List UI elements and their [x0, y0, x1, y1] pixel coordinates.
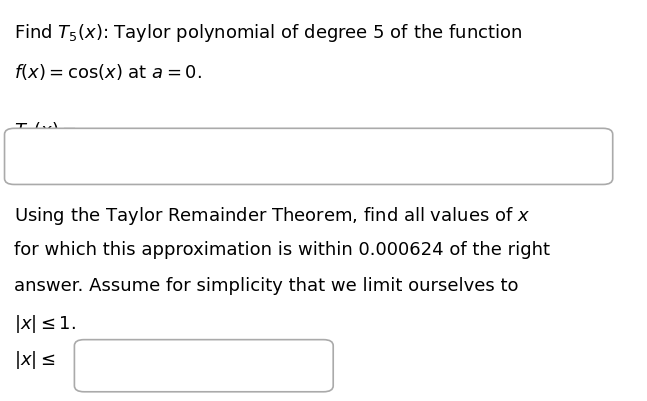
Text: $|x| \leq$: $|x| \leq$: [14, 349, 56, 371]
FancyBboxPatch shape: [74, 340, 333, 392]
Text: Using the Taylor Remainder Theorem, find all values of $x$: Using the Taylor Remainder Theorem, find…: [14, 205, 531, 227]
Text: answer. Assume for simplicity that we limit ourselves to: answer. Assume for simplicity that we li…: [14, 277, 519, 295]
Text: $|x| \leq 1.$: $|x| \leq 1.$: [14, 313, 76, 335]
FancyBboxPatch shape: [5, 128, 613, 184]
Text: $T_5(x) =$: $T_5(x) =$: [14, 120, 77, 141]
Text: for which this approximation is within 0.000624 of the right: for which this approximation is within 0…: [14, 241, 550, 259]
Text: Find $T_5(x)$: Taylor polynomial of degree 5 of the function: Find $T_5(x)$: Taylor polynomial of degr…: [14, 22, 523, 44]
Text: $f(x) = \cos(x)$ at $a = 0$.: $f(x) = \cos(x)$ at $a = 0$.: [14, 62, 203, 82]
